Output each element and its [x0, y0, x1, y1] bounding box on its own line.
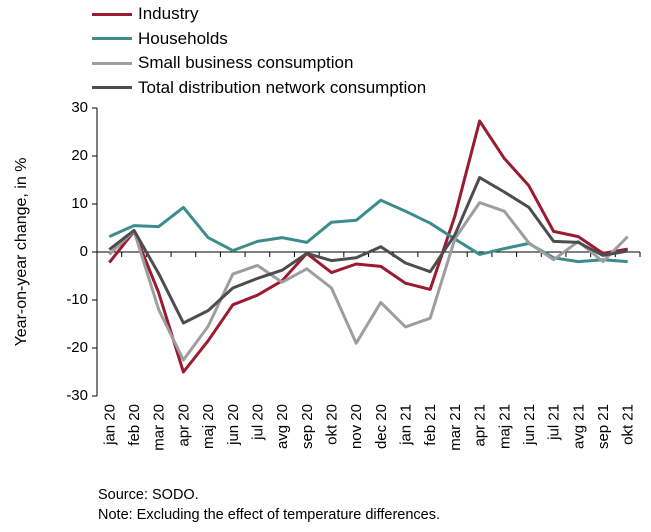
legend-swatch-industry: [92, 12, 132, 16]
x-tick-label: jan 21: [398, 404, 415, 446]
y-tick-label: 20: [71, 147, 88, 164]
x-tick-label: jul 21: [546, 404, 563, 441]
x-tick-label: dec 20: [373, 404, 390, 449]
x-tick-label: jan 20: [101, 404, 118, 446]
x-tick-label: apr 20: [175, 404, 192, 447]
legend-swatch-households: [92, 37, 132, 41]
legend-item-total: Total distribution network consumption: [92, 76, 426, 101]
x-tick-label: jun 20: [225, 404, 242, 446]
legend-label-small-business: Small business consumption: [138, 53, 354, 73]
x-tick-label: jun 21: [521, 404, 538, 446]
legend-swatch-small-business: [92, 61, 132, 65]
x-tick-label: feb 21: [422, 404, 439, 446]
series-line-total-distribution-network-consumption: [108, 176, 628, 325]
series-line-industry: [108, 119, 628, 374]
x-tick-label: okt 20: [323, 404, 340, 445]
legend-swatch-total: [92, 86, 132, 90]
x-tick-label: avg 21: [570, 404, 587, 449]
y-axis-ticks: -30 -20 -10 0 10 20 30: [66, 99, 97, 404]
x-tick-label: mar 21: [447, 404, 464, 451]
legend-label-industry: Industry: [138, 4, 199, 24]
y-tick-label: 10: [71, 195, 88, 212]
legend-label-households: Households: [138, 28, 228, 48]
series-line-small-business-consumption: [108, 201, 629, 362]
legend-item-households: Households: [92, 27, 426, 52]
chart-notes: Source: SODO. Note: Excluding the effect…: [98, 485, 440, 525]
y-tick-label: -10: [66, 291, 88, 308]
legend-item-industry: Industry: [92, 2, 426, 27]
footnote: Note: Excluding the effect of temperatur…: [98, 507, 441, 523]
source-note: Source: SODO.: [98, 487, 199, 503]
x-tick-label: nov 20: [348, 404, 365, 449]
x-axis-ticks: jan 20 feb 20 mar 20 apr 20 maj 20 jun 20 jul …: [96, 252, 641, 451]
x-tick-label: jul 20: [249, 404, 266, 441]
y-tick-label: 30: [71, 99, 88, 116]
legend-label-total: Total distribution network consumption: [138, 77, 427, 97]
x-tick-label: mar 20: [151, 404, 168, 451]
series-lines: [108, 119, 629, 374]
y-tick-label: -20: [66, 339, 88, 356]
x-tick-label: sep 20: [299, 404, 316, 449]
x-tick-label: feb 20: [126, 404, 143, 446]
y-tick-label: 0: [80, 243, 88, 260]
x-tick-label: sep 21: [595, 404, 612, 449]
x-tick-label: maj 20: [200, 404, 217, 449]
x-tick-label: avg 20: [274, 404, 291, 449]
y-axis-title: Year-on-year change, in %: [13, 158, 30, 347]
x-tick-label: apr 21: [472, 404, 489, 447]
x-tick-label: maj 21: [496, 404, 513, 449]
legend: Industry Households Small business consu…: [92, 2, 426, 100]
x-tick-label: okt 21: [620, 404, 637, 445]
legend-item-small-business: Small business consumption: [92, 51, 426, 76]
y-tick-label: -30: [66, 387, 88, 404]
